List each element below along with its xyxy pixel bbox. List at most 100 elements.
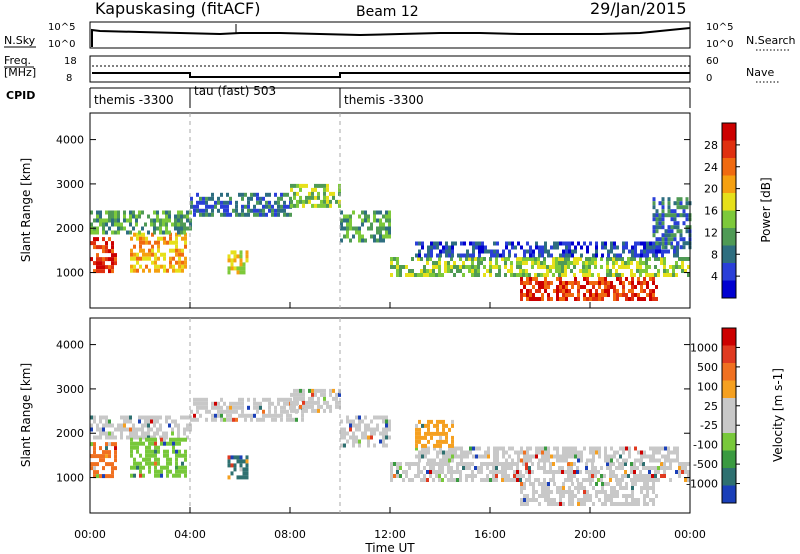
cpid-row: CPID themis -3300 tau (fast) 503 themis … [6, 84, 691, 108]
power-region [340, 210, 391, 243]
noise-left-tick-bottom: 10^0 [48, 39, 75, 50]
date-label: 29/Jan/2015 [590, 0, 687, 18]
velocity-region [90, 415, 192, 440]
velocity-colorbar-tick: -500 [693, 458, 718, 471]
power-ytick-label: 2000 [56, 222, 84, 235]
power-colorbar-swatch [722, 175, 736, 194]
power-colorbar-swatch [722, 263, 736, 281]
velocity-colorbar-tick: -25 [700, 419, 718, 432]
velocity-colorbar-label: Velocity [m s-1] [771, 368, 785, 462]
power-colorbar-tick: 24 [704, 161, 718, 174]
beam-label: Beam 12 [356, 4, 419, 20]
velocity-colorbar-swatch [722, 468, 736, 486]
velocity-colorbar: 1000 500 100 25 -25 -100 -500 -1000 [686, 327, 740, 504]
velocity-region [130, 437, 187, 478]
velocity-region [290, 388, 341, 413]
power-data [90, 183, 692, 301]
nave-tick-top: 60 [706, 56, 719, 67]
freq-trace [92, 72, 690, 78]
time-xlabel: Time UT [364, 541, 415, 554]
noise-right-tick-top: 10^5 [706, 22, 733, 33]
power-colorbar-swatch [722, 140, 736, 159]
velocity-colorbar-swatch [722, 433, 736, 451]
power-ytick-label: 3000 [56, 178, 84, 191]
velocity-colorbar-swatch [722, 363, 736, 381]
velocity-ytick-label: 2000 [56, 427, 84, 440]
velocity-colorbar-tick: -100 [693, 439, 718, 452]
velocity-region [415, 419, 454, 448]
velocity-region [340, 415, 391, 448]
power-region [130, 232, 187, 273]
time-x-axis: 00:00 04:00 08:00 12:00 16:00 20:00 00:00 [74, 302, 706, 541]
velocity-colorbar-tick: 500 [697, 361, 718, 374]
power-region [290, 183, 341, 208]
power-ytick-label: 1000 [56, 267, 84, 280]
velocity-colorbar-swatch [722, 380, 736, 399]
velocity-colorbar-swatch [722, 450, 736, 469]
time-xtick-label: 04:00 [174, 528, 206, 541]
power-colorbar-tick: 28 [704, 139, 718, 152]
velocity-colorbar-tick: 100 [697, 380, 718, 393]
station-title: Kapuskasing (fitACF) [95, 0, 260, 18]
power-colorbar-swatch [722, 245, 736, 264]
nave-tick-bottom: 0 [706, 73, 712, 84]
velocity-ytick-label: 4000 [56, 339, 84, 352]
velocity-region [415, 446, 679, 463]
freq-unit-label: [MHz] [4, 66, 36, 79]
cpid-segment-3: themis -3300 [344, 93, 424, 107]
power-colorbar-swatch [722, 210, 736, 229]
power-colorbar: 28 24 20 16 12 8 4 [704, 122, 740, 299]
power-region [390, 257, 690, 277]
velocity-region [90, 442, 117, 479]
power-region [90, 210, 192, 235]
power-region [190, 192, 292, 217]
velocity-region [520, 482, 658, 506]
power-colorbar-tick: 4 [711, 270, 718, 283]
noise-right-tick-bottom: 10^0 [706, 39, 733, 50]
power-ylabel: Slant Range [km] [19, 158, 33, 262]
velocity-colorbar-tick: 25 [704, 400, 718, 413]
velocity-colorbar-swatch [722, 345, 736, 364]
power-colorbar-swatch [722, 280, 736, 299]
power-region [90, 237, 117, 274]
freq-label: Freq. [4, 54, 31, 67]
time-xtick-label: 16:00 [474, 528, 506, 541]
velocity-panel: 4000 3000 2000 1000 Slant Range [km] 1000 50… [19, 302, 785, 554]
velocity-region [190, 397, 304, 422]
velocity-colorbar-tick: 1000 [690, 341, 718, 354]
power-colorbar-label: Power [dB] [759, 177, 773, 242]
freq-panel: Freq. [MHz] 18 8 60 0 Nave [4, 54, 780, 84]
velocity-colorbar-swatch [722, 328, 736, 346]
time-xtick-label: 00:00 [74, 528, 106, 541]
power-colorbar-tick: 8 [711, 248, 718, 261]
nave-label: Nave [746, 66, 774, 79]
freq-tick-bottom: 8 [66, 73, 72, 84]
velocity-colorbar-tick: -1000 [686, 478, 718, 491]
time-xtick-label: 00:00 [674, 528, 706, 541]
noise-panel: N.Sky 10^5 10^0 10^5 10^0 N.Search [4, 21, 796, 51]
power-ytick-label: 4000 [56, 134, 84, 147]
noise-left-tick-top: 10^5 [48, 22, 75, 33]
freq-tick-top: 18 [64, 56, 77, 67]
power-colorbar-swatch [722, 123, 736, 141]
velocity-data [90, 388, 690, 506]
power-colorbar-tick: 20 [704, 183, 718, 196]
n-search-label: N.Search [746, 34, 796, 47]
velocity-ytick-label: 3000 [56, 383, 84, 396]
time-xtick-label: 12:00 [374, 528, 406, 541]
velocity-ytick-label: 1000 [56, 472, 84, 485]
time-xtick-label: 20:00 [574, 528, 606, 541]
power-colorbar-swatch [722, 158, 736, 176]
power-colorbar-swatch [722, 193, 736, 211]
cpid-label: CPID [6, 89, 35, 102]
power-colorbar-tick: 12 [704, 226, 718, 239]
power-panel: 4000 3000 2000 1000 Slant Range [km] 28 24 20… [19, 112, 773, 309]
power-region [652, 197, 692, 250]
velocity-y-axis: 4000 3000 2000 1000 [56, 339, 690, 485]
time-xtick-label: 08:00 [274, 528, 306, 541]
velocity-colorbar-swatch [722, 485, 736, 504]
power-region [520, 277, 658, 301]
noise-trace [91, 27, 691, 47]
cpid-segment-2: tau (fast) 503 [194, 84, 276, 98]
